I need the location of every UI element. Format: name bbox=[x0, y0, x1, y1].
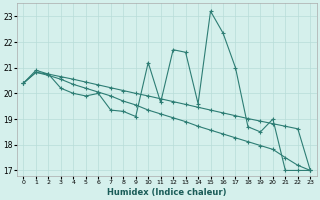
X-axis label: Humidex (Indice chaleur): Humidex (Indice chaleur) bbox=[107, 188, 227, 197]
